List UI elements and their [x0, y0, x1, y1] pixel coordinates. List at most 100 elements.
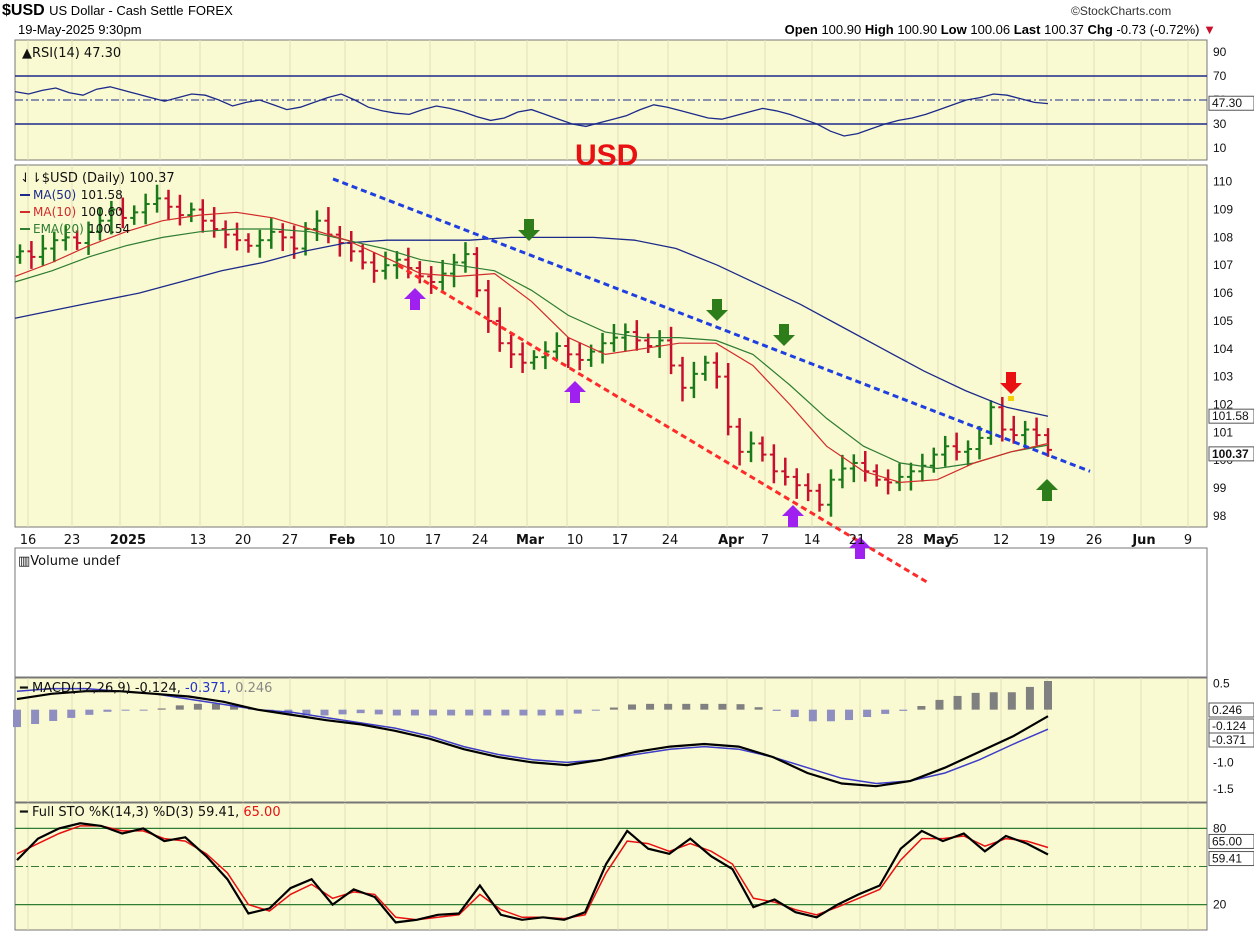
macd-line-tag: -0.124 [1208, 718, 1254, 734]
macd-hist-bar [555, 709, 564, 716]
sto-ytick: 80 [1213, 821, 1227, 835]
price-bar [518, 342, 527, 374]
macd-hist-bar [67, 709, 76, 718]
macd-hist-tag: 0.246 [1208, 702, 1254, 718]
source-credit: ©StockCharts.com [1071, 4, 1172, 18]
price-ytick: 103 [1213, 370, 1233, 384]
price-bar [484, 280, 493, 333]
price-bar [415, 261, 424, 284]
price-bar [255, 229, 264, 258]
chart-annotation-title: USD [575, 139, 638, 172]
price-bar [153, 184, 162, 213]
x-axis-tick: 10 [379, 533, 396, 548]
price-bar [461, 242, 470, 273]
rsi-ytick: 90 [1213, 45, 1227, 59]
legend-name: EMA(20) [33, 222, 84, 236]
price-bar [495, 307, 504, 352]
legend-value: 100.60 [81, 205, 123, 219]
price-bar [552, 332, 561, 361]
macd-hist-bar [356, 709, 365, 714]
price-ytick: 98 [1213, 509, 1227, 523]
price-bar [792, 468, 801, 499]
rsi-line [14, 86, 1049, 137]
macd-hist-bar [646, 703, 655, 710]
macd-hist-bar [1007, 692, 1016, 710]
macd-hist-bar [447, 709, 456, 716]
price-bar [724, 362, 733, 436]
price-bar [267, 218, 276, 249]
x-axis-tick: Apr [718, 533, 744, 548]
macd-hist-bar [374, 709, 383, 715]
legend-value: 100.54 [88, 222, 130, 236]
resistance-trendline [332, 177, 1091, 473]
price-legend: ⇃⇂$USD (Daily) 100.37 MA(50) 101.58 MA(10) 1… [20, 171, 175, 236]
macd-hist-bar [627, 704, 636, 710]
macd-hist-bar [953, 695, 962, 710]
price-ytick: 106 [1213, 286, 1233, 300]
ohlc-readout: Open 100.90 High 100.90 Low 100.06 Last … [785, 22, 1216, 37]
macd-hist-bar [483, 709, 492, 716]
price-bar [644, 333, 653, 353]
macd-hist-bar [772, 709, 781, 711]
x-axis-tick: 17 [425, 533, 442, 548]
price-panel [14, 164, 1208, 528]
macd-ytick: 0.5 [1213, 676, 1230, 690]
close-last-tag: 100.37 [1208, 446, 1254, 462]
price-tag-text: 65.00 [1212, 834, 1242, 848]
symbol: $USD [2, 2, 45, 19]
green-down-arrow-icon [518, 219, 540, 241]
price-ytick: 104 [1213, 342, 1233, 356]
macd-hist-bar [790, 709, 799, 717]
support-trendline [397, 263, 929, 584]
legend-name: MA(50) [33, 188, 76, 202]
price-bar [712, 352, 721, 389]
purple-up-arrow-icon [782, 505, 804, 527]
macd-hist-bar [139, 709, 148, 711]
high-label: High [864, 22, 894, 37]
price-ytick: 105 [1213, 314, 1233, 328]
price-bar [826, 469, 835, 517]
rsi-ytick: 10 [1213, 141, 1227, 155]
sto-k-tag: 59.41 [1208, 851, 1254, 867]
price-tag-box [1208, 851, 1254, 867]
macd-hist-bar [519, 709, 528, 716]
price-bar [564, 337, 573, 368]
price-bar [758, 436, 767, 462]
purple-up-arrow-icon [849, 537, 871, 559]
price-bar [38, 234, 47, 266]
price-bar [747, 431, 756, 463]
price-bar [210, 207, 219, 238]
macd-hist-bar [682, 703, 691, 710]
last-label: Last [1013, 22, 1041, 37]
low-label: Low [940, 22, 967, 37]
macd-hist-bar [664, 703, 673, 710]
legend-value: 101.58 [81, 188, 123, 202]
rsi-last-tag: 47.30 [1208, 95, 1254, 111]
price-bar [450, 253, 459, 288]
ma50-last-tag: 101.58 [1208, 408, 1254, 424]
price-bar [964, 440, 973, 466]
macd-ytick: -1.0 [1213, 755, 1234, 769]
chg-down-icon: ▼ [1203, 22, 1216, 37]
price-tag-box [1208, 95, 1254, 111]
macd-hist-bar [971, 692, 980, 710]
ema20-line [14, 228, 1049, 470]
price-bar [609, 324, 618, 352]
macd-label: ━ MACD(12,26,9) -0.124, -0.371, 0.246 [19, 681, 272, 696]
macd-hist-bar [320, 709, 329, 716]
macd-hist-bar [31, 709, 40, 725]
x-axis-tick: 20 [235, 533, 252, 548]
x-axis-tick: 9 [1184, 533, 1192, 548]
sto-label-d: 65.00 [239, 805, 280, 820]
sto-ytick: 20 [1213, 898, 1227, 912]
macd-ytick: -1.5 [1213, 782, 1234, 796]
macd-hist-bar [826, 709, 835, 722]
price-bar [530, 350, 538, 370]
purple-up-arrow-icon [404, 288, 426, 310]
price-tag-text: -0.371 [1212, 733, 1246, 747]
vol-panel [14, 547, 1208, 678]
price-bar [233, 222, 242, 251]
price-bar [849, 454, 858, 483]
price-bar [141, 193, 150, 225]
x-axis-tick: 17 [612, 533, 629, 548]
